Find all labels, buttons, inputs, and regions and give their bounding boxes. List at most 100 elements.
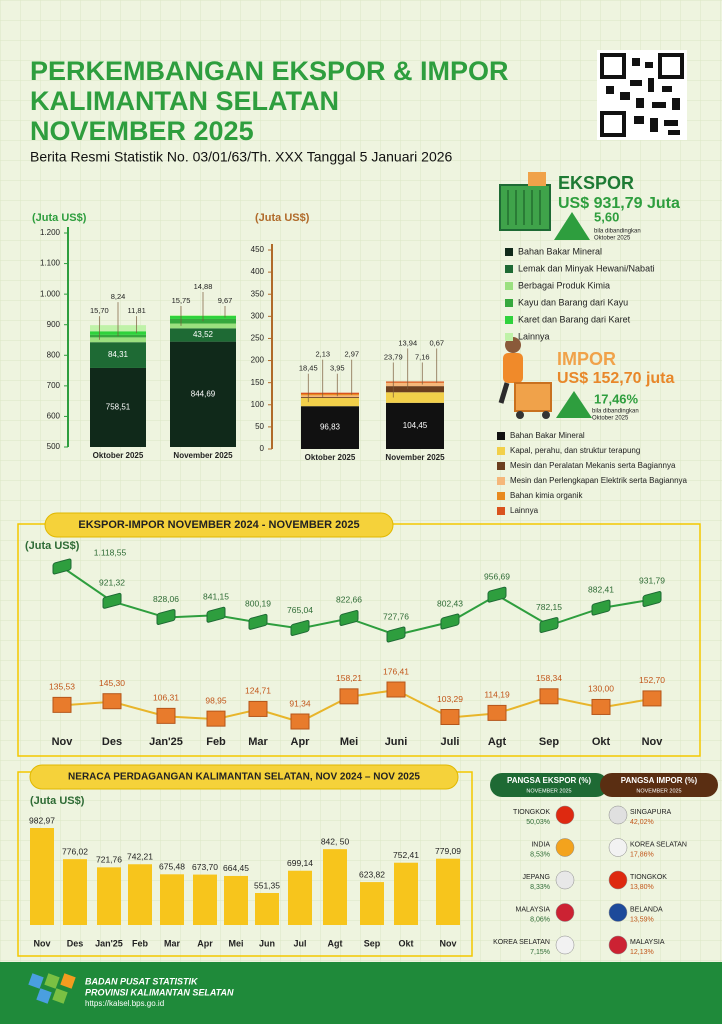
- value-label: 18,45: [299, 364, 318, 373]
- marker: [102, 693, 122, 710]
- impor-note: Oktober 2025: [592, 416, 629, 422]
- subtitle: Berita Resmi Statistik No. 03/01/63/Th. …: [30, 149, 453, 165]
- y-tick-label: 900: [47, 320, 61, 329]
- bar: [255, 893, 279, 925]
- value-label: 727,76: [383, 611, 409, 621]
- x-tick-label: Jan'25: [95, 938, 123, 948]
- flag: [608, 838, 628, 857]
- y-tick-label: 150: [251, 378, 265, 387]
- flag: [555, 805, 575, 825]
- legend-label: Bahan kimia organik: [510, 491, 583, 500]
- impor-note: bila dibandingkan: [592, 409, 639, 415]
- bar: [160, 874, 184, 925]
- bar-segment: [386, 392, 444, 403]
- marker: [206, 606, 226, 623]
- value-label: 2,97: [344, 350, 359, 359]
- value-label: 2,13: [315, 350, 330, 359]
- value-label: 1.118,55: [94, 547, 127, 557]
- value-label: 15,75: [172, 296, 191, 305]
- x-tick-label: Nov: [33, 938, 50, 948]
- y-tick-label: 600: [47, 412, 61, 421]
- value-label: 158,21: [336, 673, 362, 683]
- country: SINGAPURA: [630, 809, 672, 816]
- ekspor-value: US$ 931,79 Juta: [558, 195, 680, 212]
- y-tick-label: 200: [251, 356, 265, 365]
- value-label: 158,34: [536, 673, 562, 683]
- x-tick-label: Agt: [488, 736, 507, 748]
- bar: [224, 875, 248, 925]
- value-label: 982,97: [29, 815, 55, 825]
- legend-swatch: [497, 462, 505, 470]
- bar-segment: [301, 395, 359, 398]
- marker: [591, 698, 611, 715]
- ekspor-label: EKSPOR: [558, 173, 634, 193]
- bar: [394, 862, 418, 925]
- container-ribs: [507, 190, 541, 225]
- section-title: PANGSA EKSPOR (%): [507, 776, 591, 785]
- qr-code: [597, 50, 687, 140]
- logo-part: [36, 988, 52, 1004]
- value-label: 623,82: [359, 869, 385, 879]
- up-arrow: [554, 212, 590, 240]
- value-label: 931,79: [639, 576, 665, 586]
- value-label: 742,21: [127, 852, 153, 862]
- legend-swatch: [505, 333, 513, 341]
- bar-segment: [386, 381, 444, 383]
- section-subtitle: NOVEMBER 2025: [526, 788, 571, 794]
- flag: [555, 903, 575, 922]
- value-label: 800,19: [245, 599, 271, 609]
- box: [528, 172, 546, 186]
- value-label: 675,48: [159, 862, 185, 872]
- country: INDIA: [531, 841, 550, 848]
- value-label: 14,88: [194, 282, 213, 291]
- bar: [360, 882, 384, 925]
- bar-segment: [301, 406, 359, 449]
- value-label: 130,00: [588, 684, 614, 694]
- x-tick-label: Jul: [293, 938, 306, 948]
- flag: [608, 805, 628, 825]
- share: 13,80%: [630, 884, 654, 891]
- marker: [487, 586, 507, 603]
- x-tick-label: Nov: [52, 736, 74, 748]
- ekspor-note: Oktober 2025: [594, 236, 631, 242]
- marker: [539, 688, 559, 705]
- x-tick-label: November 2025: [385, 453, 445, 462]
- marker: [102, 592, 122, 609]
- value-label: 15,70: [90, 306, 109, 315]
- flag: [608, 935, 628, 955]
- legend-swatch: [497, 432, 505, 440]
- y-axis-label: (Juta US$): [32, 212, 87, 224]
- bps-logo: [28, 973, 76, 1004]
- x-tick-label: Sep: [364, 938, 381, 948]
- value-label: 91,34: [289, 698, 311, 708]
- flag: [608, 870, 628, 890]
- value-label: 844,69: [191, 389, 216, 398]
- x-tick-label: Juli: [441, 736, 460, 748]
- y-tick-label: 700: [47, 381, 61, 390]
- bar-segment: [90, 342, 146, 368]
- bar-segment: [386, 402, 444, 449]
- bar-segment: [301, 398, 359, 407]
- share: 8,33%: [530, 884, 550, 891]
- ekspor-note: bila dibandingkan: [594, 229, 641, 235]
- y-tick-label: 500: [47, 442, 61, 451]
- country: KOREA SELATAN: [493, 939, 550, 946]
- country: KOREA SELATAN: [630, 841, 687, 848]
- wheel: [542, 411, 550, 419]
- legend-label: Kayu dan Barang dari Kayu: [518, 297, 628, 307]
- x-tick-label: Agt: [328, 938, 343, 948]
- share: 12,13%: [630, 949, 654, 956]
- value-label: 135,53: [49, 682, 75, 692]
- legend-label: Karet dan Barang dari Karet: [518, 314, 631, 324]
- bar-segment: [386, 386, 444, 393]
- value-label: 23,79: [384, 352, 403, 361]
- value-label: 96,83: [320, 423, 341, 432]
- bar: [97, 867, 121, 925]
- x-tick-label: Des: [102, 736, 122, 748]
- y-tick-label: 400: [251, 267, 265, 276]
- share: 8,53%: [530, 851, 550, 858]
- legend-swatch: [505, 282, 513, 290]
- marker: [487, 704, 507, 721]
- bar: [323, 849, 347, 925]
